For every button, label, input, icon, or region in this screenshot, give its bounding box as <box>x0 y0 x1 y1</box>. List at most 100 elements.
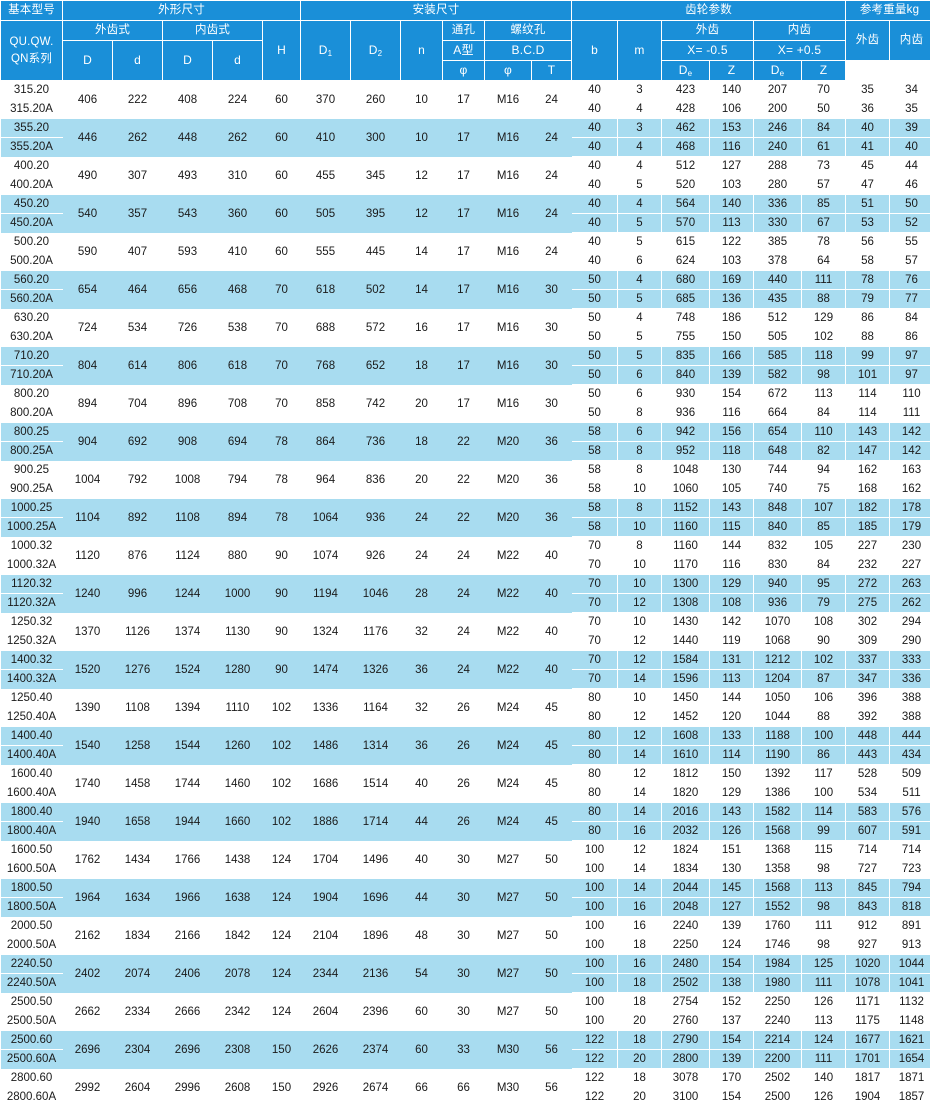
cell-b: 40 <box>572 157 618 176</box>
cell-De-external: 624 <box>662 252 710 271</box>
cell-Z-internal: 88 <box>802 708 846 727</box>
cell-b: 70 <box>572 575 618 594</box>
cell-Z-external: 186 <box>710 309 754 328</box>
cell-phi-A: 17 <box>443 157 485 195</box>
cell-m: 5 <box>618 347 662 366</box>
cell-De-internal: 288 <box>754 157 802 176</box>
cell-H: 124 <box>263 993 301 1031</box>
cell-D-out: 724 <box>63 309 113 347</box>
cell-De-external: 428 <box>662 100 710 119</box>
cell-phi-A: 22 <box>443 461 485 499</box>
cell-D-out: 1390 <box>63 689 113 727</box>
cell-De-internal: 740 <box>754 480 802 499</box>
cell-thread-size: M24 <box>485 689 532 727</box>
cell-m: 12 <box>618 841 662 860</box>
cell-n: 24 <box>401 537 443 575</box>
cell-De-external: 936 <box>662 404 710 423</box>
cell-model-bottom: 2500.60A <box>1 1050 63 1069</box>
cell-b: 40 <box>572 138 618 157</box>
cell-H: 78 <box>263 423 301 461</box>
cell-Z-external: 143 <box>710 803 754 822</box>
cell-weight-internal: 294 <box>890 613 930 632</box>
cell-weight-external: 47 <box>846 176 890 195</box>
cell-thread-size: M16 <box>485 81 532 119</box>
cell-m: 16 <box>618 822 662 841</box>
cell-De-internal: 1368 <box>754 841 802 860</box>
cell-De-external: 685 <box>662 290 710 309</box>
cell-D-out: 2696 <box>63 1031 113 1069</box>
cell-weight-internal: 1621 <box>890 1031 930 1050</box>
cell-Z-internal: 106 <box>802 689 846 708</box>
cell-Z-external: 126 <box>710 822 754 841</box>
cell-d-in: 1842 <box>213 917 263 955</box>
cell-model-top: 800.25 <box>1 423 63 442</box>
cell-model-bottom: 315.20A <box>1 100 63 119</box>
cell-m: 10 <box>618 575 662 594</box>
cell-D-in: 493 <box>163 157 213 195</box>
cell-D1: 2926 <box>301 1069 351 1107</box>
cell-b: 58 <box>572 480 618 499</box>
cell-Z-internal: 82 <box>802 442 846 461</box>
cell-model-top: 1600.40 <box>1 765 63 784</box>
cell-Z-external: 153 <box>710 119 754 138</box>
cell-n: 10 <box>401 81 443 119</box>
header-thread-hole: 螺纹孔 <box>485 21 572 41</box>
cell-m: 8 <box>618 461 662 480</box>
cell-De-internal: 664 <box>754 404 802 423</box>
cell-H: 102 <box>263 803 301 841</box>
cell-Z-internal: 73 <box>802 157 846 176</box>
cell-D-out: 654 <box>63 271 113 309</box>
cell-b: 100 <box>572 936 618 955</box>
cell-m: 4 <box>618 100 662 119</box>
cell-thread-size: M16 <box>485 119 532 157</box>
cell-m: 5 <box>618 328 662 347</box>
cell-Z-internal: 61 <box>802 138 846 157</box>
cell-b: 40 <box>572 176 618 195</box>
cell-weight-internal: 50 <box>890 195 930 214</box>
cell-weight-internal: 230 <box>890 537 930 556</box>
cell-De-internal: 246 <box>754 119 802 138</box>
cell-T: 24 <box>532 233 572 271</box>
cell-De-internal: 648 <box>754 442 802 461</box>
cell-model-bottom: 2000.50A <box>1 936 63 955</box>
header-internal-d: d <box>213 41 263 81</box>
cell-De-external: 755 <box>662 328 710 347</box>
cell-T: 30 <box>532 271 572 309</box>
cell-weight-external: 182 <box>846 499 890 518</box>
cell-De-external: 1820 <box>662 784 710 803</box>
cell-weight-internal: 97 <box>890 366 930 385</box>
cell-weight-internal: 434 <box>890 746 930 765</box>
cell-model-bottom: 2240.50A <box>1 974 63 993</box>
cell-n: 48 <box>401 917 443 955</box>
cell-phi-A: 30 <box>443 841 485 879</box>
cell-m: 14 <box>618 670 662 689</box>
cell-Z-internal: 129 <box>802 309 846 328</box>
cell-H: 124 <box>263 917 301 955</box>
cell-b: 100 <box>572 1012 618 1031</box>
cell-weight-internal: 263 <box>890 575 930 594</box>
cell-T: 45 <box>532 765 572 803</box>
cell-weight-external: 309 <box>846 632 890 651</box>
cell-b: 50 <box>572 404 618 423</box>
cell-d-out: 407 <box>113 233 163 271</box>
cell-De-external: 1610 <box>662 746 710 765</box>
cell-model-top: 1250.32 <box>1 613 63 632</box>
cell-weight-external: 79 <box>846 290 890 309</box>
cell-Z-internal: 108 <box>802 613 846 632</box>
cell-phi-A: 17 <box>443 347 485 385</box>
cell-De-internal: 1050 <box>754 689 802 708</box>
cell-m: 18 <box>618 936 662 955</box>
cell-d-out: 1434 <box>113 841 163 879</box>
cell-weight-internal: 97 <box>890 347 930 366</box>
cell-weight-external: 845 <box>846 879 890 898</box>
cell-thread-size: M16 <box>485 385 532 423</box>
cell-d-out: 1458 <box>113 765 163 803</box>
cell-model-bottom: 710.20A <box>1 366 63 385</box>
cell-D1: 964 <box>301 461 351 499</box>
header-t: T <box>532 61 572 81</box>
